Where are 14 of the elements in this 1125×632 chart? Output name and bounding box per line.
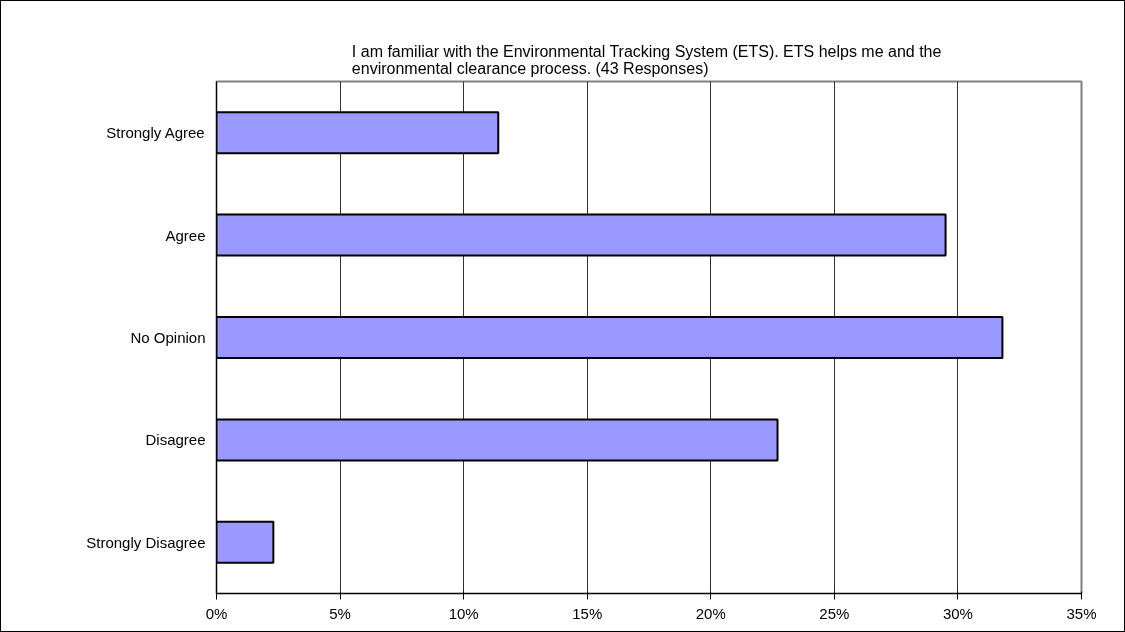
x-tick-label: 30% [942, 604, 973, 622]
x-tick-label: 10% [448, 604, 479, 622]
chart-title: I am familiar with the Environmental Tracking System (ETS). ETS helps me and the environmental clearance process. (43 Responses) [351, 42, 942, 77]
y-tick-label: Strongly Agree [106, 124, 205, 142]
x-tick-label: 35% [1066, 604, 1097, 622]
y-tick-label: Disagree [145, 431, 206, 449]
y-tick-label: Agree [165, 226, 206, 244]
x-tick-label: 15% [572, 604, 603, 622]
y-tick-label: No Opinion [130, 329, 206, 346]
x-tick-label: 5% [329, 604, 351, 622]
y-tick-label: Strongly Disagree [86, 533, 206, 551]
x-tick-label: 0% [205, 604, 228, 622]
x-tick-label: 25% [819, 604, 850, 622]
x-tick-label: 20% [695, 604, 726, 622]
